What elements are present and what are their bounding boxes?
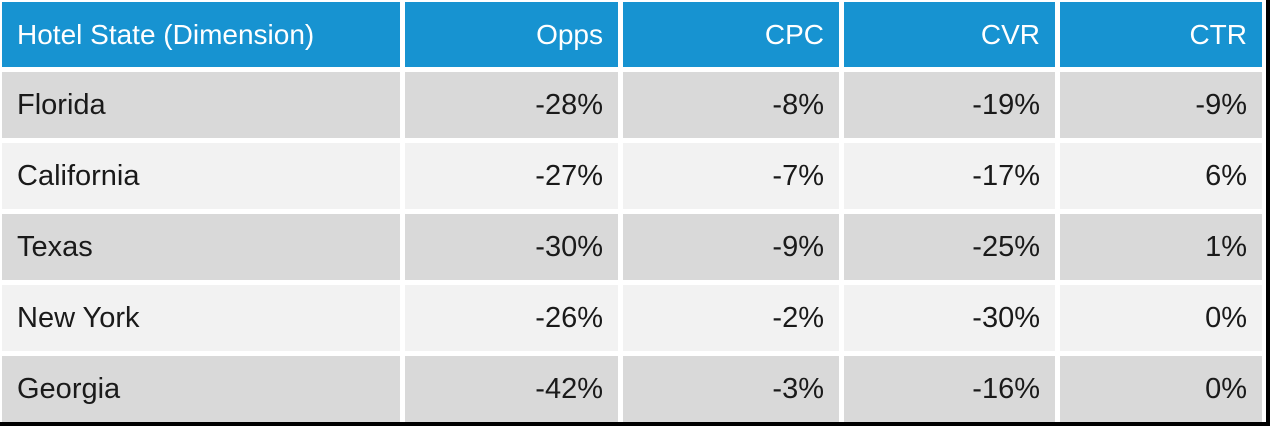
cvr-cell: -16% — [844, 356, 1055, 422]
column-header-cpc: CPC — [623, 2, 839, 67]
dimension-cell: Texas — [2, 214, 400, 280]
cvr-cell: -30% — [844, 285, 1055, 351]
metrics-table: Hotel State (Dimension) Opps CPC CVR CTR… — [2, 2, 1262, 422]
ctr-cell: 1% — [1060, 214, 1262, 280]
ctr-cell: 0% — [1060, 285, 1262, 351]
column-header-dimension: Hotel State (Dimension) — [2, 2, 400, 67]
cpc-cell: -3% — [623, 356, 839, 422]
dimension-cell: Florida — [2, 72, 400, 138]
cpc-cell: -2% — [623, 285, 839, 351]
dimension-cell: California — [2, 143, 400, 209]
ctr-cell: -9% — [1060, 72, 1262, 138]
opps-cell: -42% — [405, 356, 618, 422]
column-header-ctr: CTR — [1060, 2, 1262, 67]
opps-cell: -26% — [405, 285, 618, 351]
cpc-cell: -7% — [623, 143, 839, 209]
cpc-cell: -8% — [623, 72, 839, 138]
opps-cell: -28% — [405, 72, 618, 138]
column-header-opps: Opps — [405, 2, 618, 67]
column-header-cvr: CVR — [844, 2, 1055, 67]
ctr-cell: 6% — [1060, 143, 1262, 209]
cvr-cell: -19% — [844, 72, 1055, 138]
dimension-cell: Georgia — [2, 356, 400, 422]
opps-cell: -27% — [405, 143, 618, 209]
opps-cell: -30% — [405, 214, 618, 280]
dimension-cell: New York — [2, 285, 400, 351]
cvr-cell: -25% — [844, 214, 1055, 280]
cpc-cell: -9% — [623, 214, 839, 280]
cvr-cell: -17% — [844, 143, 1055, 209]
ctr-cell: 0% — [1060, 356, 1262, 422]
